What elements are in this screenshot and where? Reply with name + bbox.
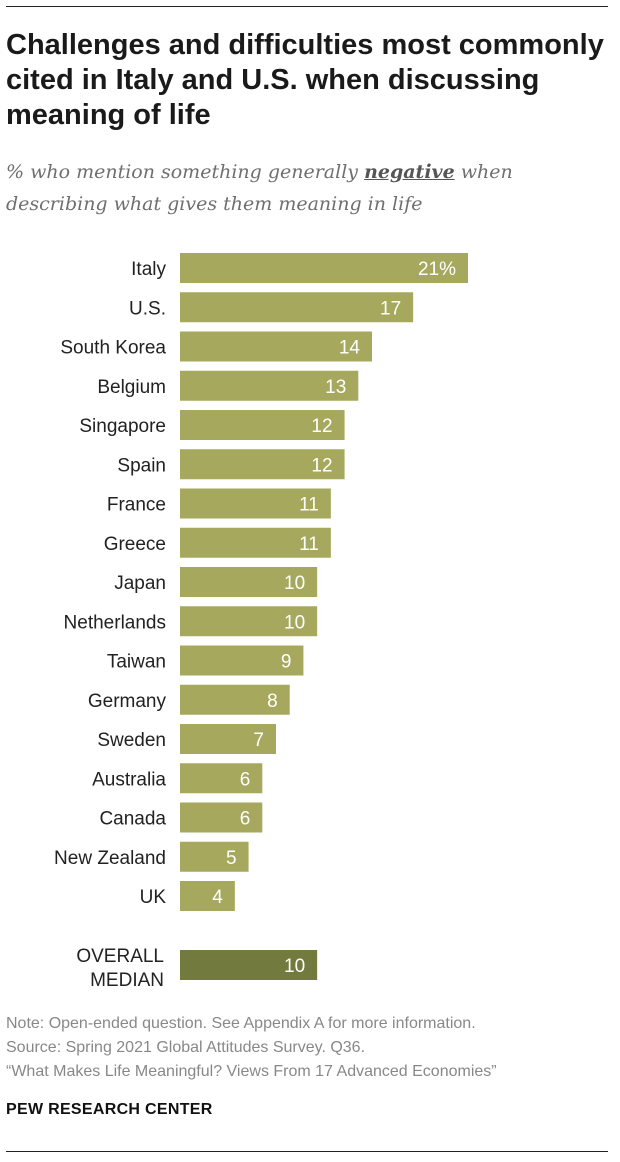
value-label-japan: 10 (284, 573, 305, 594)
bar-taiwan (180, 645, 304, 676)
bar-spain (180, 449, 345, 480)
bar-canada (180, 802, 263, 833)
category-label-italy: Italy (131, 259, 166, 280)
bar-italy (180, 253, 468, 283)
category-label-singapore: Singapore (79, 416, 166, 437)
subtitle-emphasis: negative (364, 161, 455, 183)
bar-netherlands (180, 606, 318, 637)
category-label-belgium: Belgium (97, 377, 166, 398)
value-label-france: 11 (299, 495, 319, 516)
bar-belgium (180, 370, 359, 401)
category-label-taiwan: Taiwan (107, 652, 166, 673)
value-label-italy: 21% (418, 259, 456, 280)
report-title-text: “What Makes Life Meaningful? Views From … (6, 1063, 497, 1080)
median-label-line-1: OVERALL (76, 946, 164, 967)
top-rule (6, 6, 608, 7)
chart-title: Challenges and difficulties most commonl… (6, 29, 604, 131)
category-label-spain: Spain (117, 455, 166, 476)
value-label-taiwan: 9 (281, 652, 292, 673)
category-label-sweden: Sweden (97, 730, 166, 751)
bar-chart: Italy 21% U.S. 17 South Korea 14 Belgium 13 Sing… (54, 253, 468, 991)
value-label-new-zealand: 5 (226, 848, 237, 869)
bar-uk (180, 881, 235, 911)
bar-france (180, 488, 331, 519)
bar-u-s (180, 292, 414, 323)
value-label-singapore: 12 (311, 416, 332, 437)
value-label-australia: 6 (240, 769, 251, 790)
bar-germany (180, 684, 290, 715)
bar-overall-median (180, 950, 318, 980)
bar-sweden (180, 724, 276, 754)
category-label-south-korea: South Korea (60, 338, 166, 359)
source-text: Source: Spring 2021 Global Attitudes Sur… (6, 1039, 366, 1056)
value-label-uk: 4 (212, 887, 223, 908)
median-label-line-2: MEDIAN (90, 970, 164, 991)
subtitle-text-after: when describing what gives them meaning … (6, 161, 513, 215)
value-label-greece: 11 (299, 534, 319, 555)
category-label-uk: UK (140, 887, 167, 908)
value-label-south-korea: 14 (339, 338, 361, 359)
bar-new-zealand (180, 841, 249, 872)
value-label-spain: 12 (311, 455, 332, 476)
category-label-greece: Greece (104, 534, 166, 555)
value-label-u-s: 17 (380, 298, 401, 319)
bottom-rule (6, 1151, 608, 1152)
bar-greece (180, 527, 331, 558)
note-text: Note: Open-ended question. See Appendix … (6, 1015, 476, 1032)
bar-south-korea (180, 331, 372, 362)
category-label-u-s: U.S. (129, 298, 166, 319)
bar-singapore (180, 410, 345, 440)
value-label-overall-median: 10 (284, 956, 305, 977)
category-label-canada: Canada (99, 809, 166, 830)
category-label-germany: Germany (88, 691, 167, 712)
pew-logo-text: PEW RESEARCH CENTER (6, 1101, 213, 1118)
value-label-canada: 6 (240, 809, 251, 830)
subtitle-text-before: % who mention something generally (6, 161, 365, 183)
category-label-netherlands: Netherlands (64, 612, 166, 633)
category-label-japan: Japan (114, 573, 166, 594)
value-label-sweden: 7 (253, 730, 264, 751)
chart-subtitle: % who mention something generally negati… (6, 156, 606, 220)
value-label-belgium: 13 (325, 377, 346, 398)
category-label-france: France (107, 495, 166, 516)
value-label-germany: 8 (267, 691, 278, 712)
category-label-new-zealand: New Zealand (54, 848, 166, 869)
chart-notes: Note: Open-ended question. See Appendix … (6, 1012, 606, 1084)
value-label-netherlands: 10 (284, 612, 305, 633)
bar-japan (180, 567, 318, 597)
category-label-australia: Australia (92, 769, 166, 790)
bar-australia (180, 763, 263, 794)
